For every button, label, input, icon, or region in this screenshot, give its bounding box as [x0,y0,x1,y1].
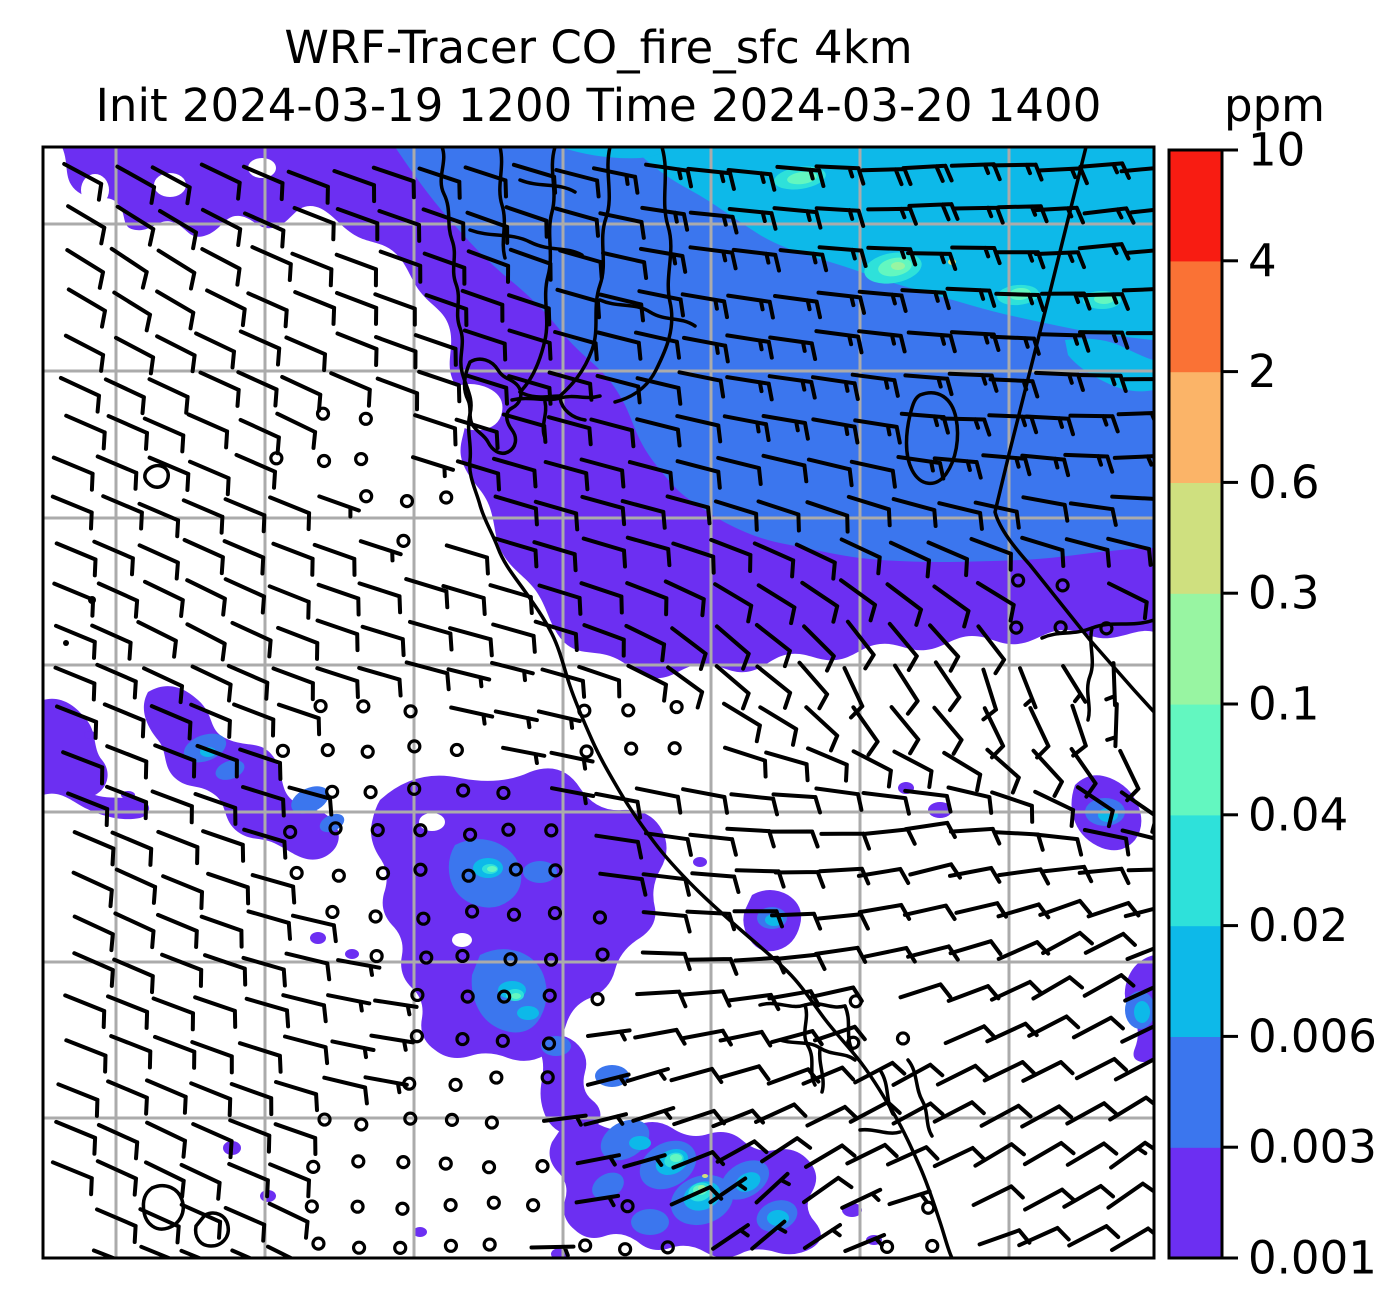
plot-subtitle: Init 2024-03-19 1200 Time 2024-03-20 140… [95,79,1102,132]
plot-title: WRF-Tracer CO_fire_sfc 4km [284,21,913,74]
colorbar-tick-label: 2 [1248,345,1277,398]
colorbar-segment [1169,814,1222,927]
colorbar: 0.001 0.003 0.006 0.02 0.04 0.1 0.3 0.6 2 4 10 [1167,124,1377,1285]
colorbar-segment [1169,704,1222,816]
colorbar-tick-label: 0.006 [1248,1010,1377,1063]
colorbar-tick-label: 4 [1248,234,1277,287]
colorbar-segment [1169,1036,1222,1148]
colorbar-tick-label: 0.003 [1248,1121,1377,1174]
map-layers [43,147,1154,1258]
colorbar-tick-label: 0.001 [1248,1232,1377,1285]
colorbar-units-label: ppm [1224,79,1325,132]
colorbar-segment [1169,1147,1222,1259]
colorbar-tick-label: 0.1 [1248,678,1320,731]
colorbar-tick-label: 0.6 [1248,456,1320,509]
colorbar-segment [1169,925,1222,1037]
colorbar-segment [1169,482,1222,594]
colorbar-segment [1169,371,1222,483]
colorbar-segment [1169,593,1222,705]
colorbar-tick-label: 0.3 [1248,567,1320,620]
wind-barbs [50,161,1154,1258]
colorbar-tick-label: 10 [1248,124,1305,177]
colorbar-segment [1169,150,1222,262]
colorbar-tick-label: 0.02 [1248,899,1348,952]
colorbar-segment [1169,260,1222,373]
map-frame [41,145,1156,1260]
contour-fills [43,147,1154,1258]
colorbar-tick-label: 0.04 [1248,788,1348,841]
